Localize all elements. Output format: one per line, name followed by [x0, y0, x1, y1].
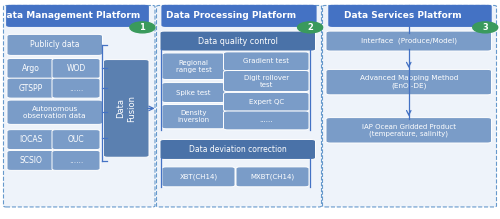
- FancyBboxPatch shape: [162, 83, 225, 102]
- Text: MXBT(CH14): MXBT(CH14): [250, 174, 294, 180]
- FancyBboxPatch shape: [160, 140, 316, 159]
- Text: Argo: Argo: [22, 64, 40, 73]
- FancyBboxPatch shape: [224, 111, 309, 130]
- Text: Gradient test: Gradient test: [243, 58, 289, 64]
- FancyBboxPatch shape: [326, 118, 492, 143]
- Text: Data quality control: Data quality control: [198, 37, 278, 46]
- FancyBboxPatch shape: [7, 150, 55, 170]
- Circle shape: [130, 22, 155, 33]
- FancyBboxPatch shape: [156, 5, 322, 207]
- FancyBboxPatch shape: [7, 34, 102, 55]
- Text: Spike test: Spike test: [176, 90, 211, 95]
- Text: Digit rollover
test: Digit rollover test: [244, 74, 289, 88]
- Text: IOCAS: IOCAS: [20, 135, 42, 144]
- FancyBboxPatch shape: [52, 78, 100, 98]
- Text: Interface  (Produce/Model): Interface (Produce/Model): [361, 38, 457, 44]
- Text: WOD: WOD: [66, 64, 86, 73]
- FancyBboxPatch shape: [52, 130, 100, 150]
- FancyBboxPatch shape: [328, 5, 492, 27]
- FancyBboxPatch shape: [52, 58, 100, 78]
- FancyBboxPatch shape: [52, 150, 100, 170]
- FancyBboxPatch shape: [326, 31, 492, 51]
- FancyBboxPatch shape: [224, 52, 309, 71]
- FancyBboxPatch shape: [6, 5, 149, 27]
- FancyBboxPatch shape: [236, 167, 309, 187]
- Text: Data Processing Platform: Data Processing Platform: [166, 11, 296, 20]
- FancyBboxPatch shape: [7, 130, 55, 150]
- FancyBboxPatch shape: [4, 5, 155, 207]
- Text: ......: ......: [69, 84, 83, 93]
- Text: Data Management Platform: Data Management Platform: [0, 11, 140, 20]
- FancyBboxPatch shape: [7, 78, 55, 98]
- Circle shape: [472, 22, 498, 33]
- Text: Autonomous
observation data: Autonomous observation data: [24, 106, 86, 119]
- Text: OUC: OUC: [68, 135, 84, 144]
- FancyBboxPatch shape: [7, 100, 102, 124]
- Text: Expert QC: Expert QC: [248, 99, 284, 105]
- FancyBboxPatch shape: [160, 31, 316, 51]
- FancyBboxPatch shape: [162, 53, 225, 79]
- Text: GTSPP: GTSPP: [19, 84, 43, 93]
- FancyBboxPatch shape: [326, 69, 492, 95]
- Text: ......: ......: [69, 156, 83, 165]
- Circle shape: [298, 22, 322, 33]
- Text: Advanced Mapping Method
(EnOI-DE): Advanced Mapping Method (EnOI-DE): [360, 75, 458, 89]
- FancyBboxPatch shape: [224, 92, 309, 111]
- Text: Data
Fusion: Data Fusion: [116, 95, 136, 122]
- FancyBboxPatch shape: [162, 167, 235, 187]
- FancyBboxPatch shape: [224, 71, 309, 92]
- FancyBboxPatch shape: [7, 58, 55, 78]
- Text: 2: 2: [307, 23, 313, 32]
- Text: Data Services Platform: Data Services Platform: [344, 11, 462, 20]
- Text: Density
inversion: Density inversion: [178, 110, 210, 123]
- FancyBboxPatch shape: [162, 104, 225, 129]
- Text: Publicly data: Publicly data: [30, 40, 80, 49]
- Text: 3: 3: [482, 23, 488, 32]
- Text: Data deviation correction: Data deviation correction: [189, 145, 286, 154]
- Text: XBT(CH14): XBT(CH14): [180, 174, 218, 180]
- Text: IAP Ocean Gridded Product
(temperature, salinity): IAP Ocean Gridded Product (temperature, …: [362, 124, 456, 137]
- FancyBboxPatch shape: [162, 5, 316, 27]
- FancyBboxPatch shape: [104, 60, 149, 157]
- Text: Regional
range test: Regional range test: [176, 60, 212, 73]
- Text: 1: 1: [140, 23, 145, 32]
- FancyBboxPatch shape: [322, 5, 496, 207]
- Text: ......: ......: [260, 117, 273, 124]
- Text: SCSIO: SCSIO: [20, 156, 42, 165]
